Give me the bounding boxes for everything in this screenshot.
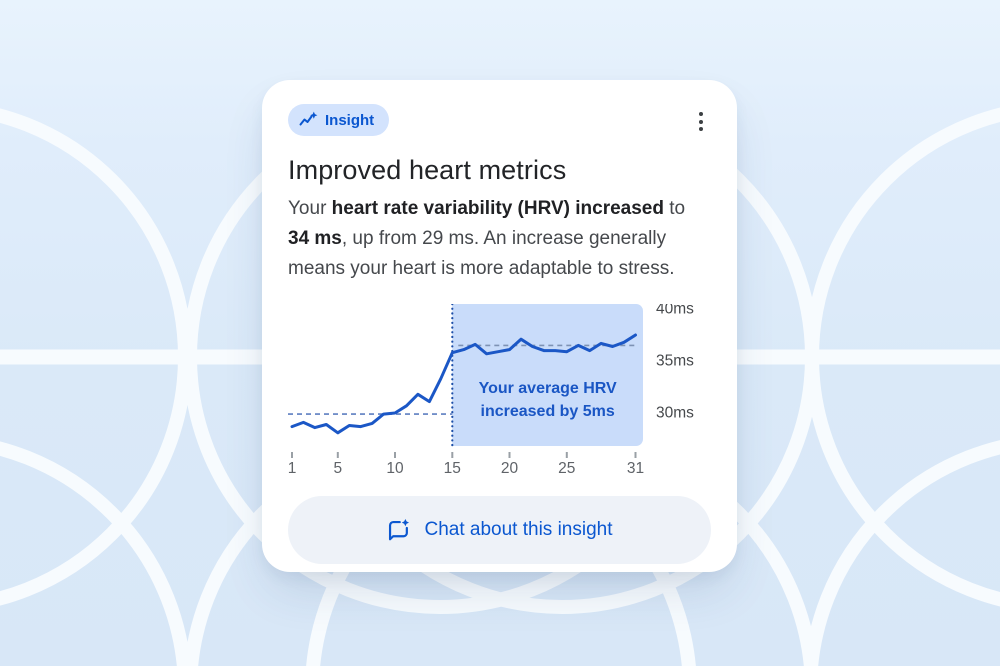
insight-body: Your heart rate variability (HRV) increa… xyxy=(288,194,711,284)
x-tick-label: 31 xyxy=(627,460,644,476)
x-tick-label: 20 xyxy=(501,460,519,476)
body-line: 34 ms, up from 29 ms. An increase genera… xyxy=(288,228,667,249)
kebab-menu-icon xyxy=(699,112,703,131)
annotation-line: Your average HRV xyxy=(479,380,617,397)
card-header: Insight xyxy=(288,104,711,137)
insight-title: Improved heart metrics xyxy=(288,155,567,185)
insight-badge-label: Insight xyxy=(325,111,375,129)
hrv-line xyxy=(290,333,637,435)
hrv-chart-container: Your average HRV increased by 5ms 40ms 35ms… xyxy=(288,304,711,476)
y-tick-label: 40ms xyxy=(656,304,694,318)
chat-button-label: Chat about this insight xyxy=(424,519,613,540)
body-line: Your heart rate variability (HRV) increa… xyxy=(288,198,686,219)
body-line: means your heart is more adaptable to st… xyxy=(288,258,675,279)
x-tick-label: 5 xyxy=(333,460,342,476)
highlight-region xyxy=(452,304,643,446)
more-options-button[interactable] xyxy=(691,106,711,137)
x-tick-label: 1 xyxy=(288,460,296,476)
x-tick-label: 10 xyxy=(386,460,404,476)
annotation-line: increased by 5ms xyxy=(481,403,615,420)
trending-up-sparkle-icon xyxy=(299,111,318,126)
y-tick-label: 30ms xyxy=(656,405,694,422)
y-tick-label: 35ms xyxy=(656,353,694,370)
x-tick-label: 15 xyxy=(444,460,461,476)
insight-badge: Insight xyxy=(288,104,390,136)
hrv-chart: Your average HRV increased by 5ms 40ms 35ms… xyxy=(288,304,694,476)
chat-sparkle-icon xyxy=(389,518,410,540)
chat-about-insight-button[interactable]: Chat about this insight xyxy=(288,496,711,564)
insight-card: Insight Improved heart metrics Your hear… xyxy=(262,80,737,572)
x-tick-label: 25 xyxy=(558,460,575,476)
